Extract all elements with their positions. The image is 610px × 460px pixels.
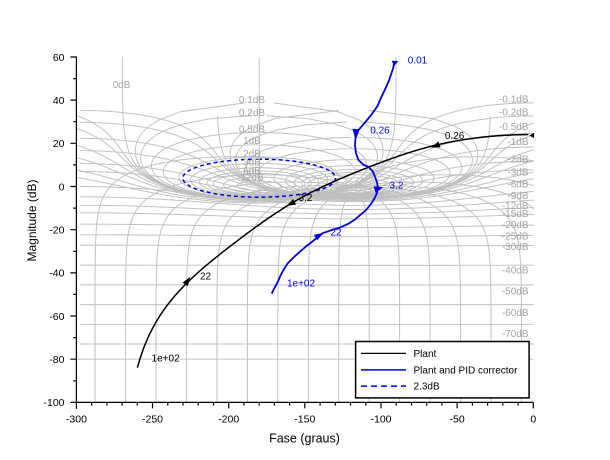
- svg-text:0.26: 0.26: [370, 126, 390, 137]
- svg-text:-12dB: -12dB: [502, 201, 529, 212]
- svg-text:22: 22: [330, 228, 342, 239]
- svg-text:0.5dB: 0.5dB: [239, 124, 265, 135]
- svg-text:-9dB: -9dB: [507, 191, 528, 202]
- svg-text:-25dB: -25dB: [502, 232, 529, 243]
- svg-text:Plant: Plant: [414, 349, 437, 360]
- svg-text:-100: -100: [43, 397, 64, 409]
- svg-text:Fase (graus): Fase (graus): [269, 431, 340, 445]
- svg-text:2.3dB: 2.3dB: [414, 382, 440, 393]
- svg-text:-0.5dB: -0.5dB: [499, 122, 529, 133]
- svg-text:-3dB: -3dB: [507, 168, 528, 179]
- svg-text:-100: -100: [370, 414, 391, 426]
- svg-text:60: 60: [53, 52, 65, 64]
- svg-text:-6dB: -6dB: [507, 179, 528, 190]
- svg-text:-40dB: -40dB: [502, 266, 529, 277]
- svg-text:-200: -200: [218, 414, 239, 426]
- svg-text:6dB: 6dB: [243, 166, 261, 177]
- svg-text:3.2: 3.2: [299, 193, 313, 204]
- svg-text:-250: -250: [142, 414, 163, 426]
- svg-text:-150: -150: [294, 414, 315, 426]
- svg-text:0.1dB: 0.1dB: [239, 95, 265, 106]
- svg-text:12dB: 12dB: [240, 173, 264, 184]
- svg-text:-1dB: -1dB: [507, 137, 528, 148]
- svg-text:22: 22: [200, 272, 212, 283]
- svg-text:0.26: 0.26: [445, 131, 465, 142]
- svg-text:-80: -80: [49, 354, 64, 366]
- svg-text:1e+02: 1e+02: [287, 279, 316, 290]
- svg-text:3dB: 3dB: [243, 157, 261, 168]
- svg-text:-300: -300: [66, 414, 87, 426]
- svg-text:-60dB: -60dB: [502, 308, 529, 319]
- svg-text:-50: -50: [450, 414, 465, 426]
- svg-text:Magnitude (dB): Magnitude (dB): [25, 179, 39, 261]
- svg-text:-0.1dB: -0.1dB: [499, 95, 529, 106]
- svg-text:1dB: 1dB: [243, 136, 261, 147]
- svg-text:2dB: 2dB: [243, 149, 261, 160]
- svg-text:-15dB: -15dB: [502, 209, 529, 220]
- svg-text:-20: -20: [49, 225, 64, 237]
- svg-text:0: 0: [530, 414, 536, 426]
- svg-text:1e+02: 1e+02: [152, 354, 181, 365]
- svg-text:-50dB: -50dB: [502, 286, 529, 297]
- svg-text:-60: -60: [49, 311, 64, 323]
- svg-text:-70dB: -70dB: [502, 329, 529, 340]
- svg-text:0.2dB: 0.2dB: [239, 108, 265, 119]
- svg-text:0.01: 0.01: [408, 56, 428, 67]
- svg-text:20: 20: [53, 138, 65, 150]
- svg-text:-20dB: -20dB: [502, 220, 529, 231]
- svg-text:-0.2dB: -0.2dB: [499, 108, 529, 119]
- svg-text:Plant and PID corrector: Plant and PID corrector: [414, 365, 519, 376]
- svg-text:40: 40: [53, 95, 65, 107]
- svg-text:-30dB: -30dB: [502, 242, 529, 253]
- svg-text:0: 0: [59, 181, 65, 193]
- svg-text:-2dB: -2dB: [507, 155, 528, 166]
- svg-text:0dB: 0dB: [113, 80, 131, 91]
- svg-text:3.2: 3.2: [390, 181, 404, 192]
- svg-text:-40: -40: [49, 268, 64, 280]
